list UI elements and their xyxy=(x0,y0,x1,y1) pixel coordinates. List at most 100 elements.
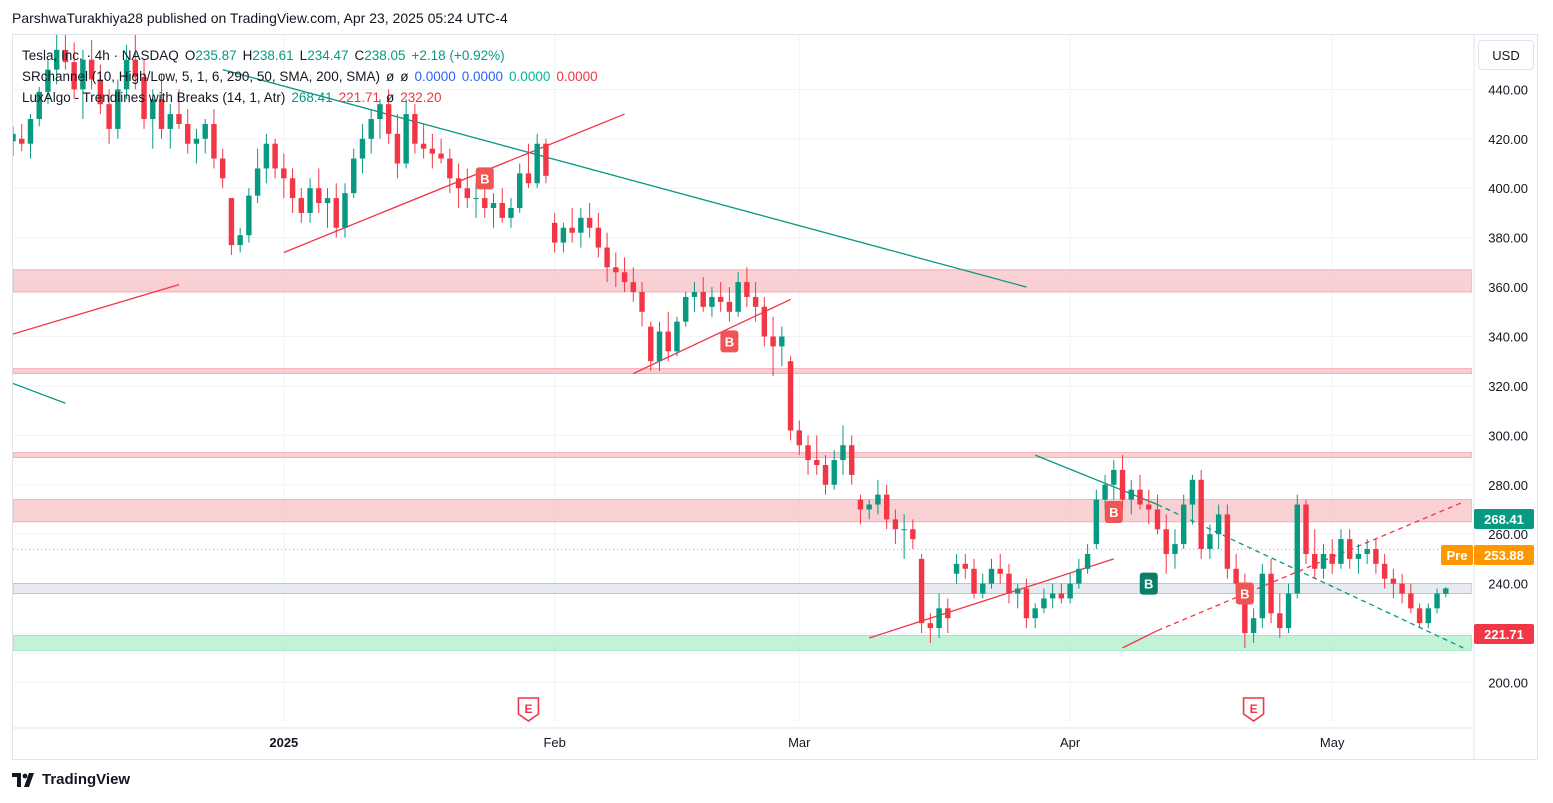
candle-body xyxy=(1111,469,1117,485)
pre-market-price-tag: 253.88 xyxy=(1474,545,1534,565)
indicator-luxalgo-name[interactable]: LuxAlgo - Trendlines with Breaks (14, 1,… xyxy=(22,90,286,105)
candle-body xyxy=(1076,568,1082,584)
candle-body xyxy=(805,445,811,461)
low-label: L xyxy=(299,48,308,63)
trendline-support xyxy=(283,113,625,254)
trendline-support xyxy=(868,558,1115,639)
open-value: 235.87 xyxy=(195,48,237,63)
candle-body xyxy=(1128,489,1134,500)
candle-body xyxy=(1006,573,1012,594)
candle-body xyxy=(551,222,558,243)
candle-body xyxy=(560,227,567,243)
candle-body xyxy=(639,292,645,312)
candle-body xyxy=(691,292,698,297)
sr-zone-resistance xyxy=(13,452,1472,458)
candle-body xyxy=(193,138,200,144)
candle-body xyxy=(717,296,724,302)
candle-body xyxy=(971,568,977,594)
candle-body xyxy=(1250,618,1257,634)
close-value: 238.05 xyxy=(364,48,406,63)
candle-body xyxy=(482,198,488,208)
break-marker-label: B xyxy=(1109,505,1118,520)
candle-body xyxy=(185,123,191,144)
indicator-srchannel-v1: 0.0000 xyxy=(414,69,456,84)
indicator-luxalgo-v3: 232.20 xyxy=(400,90,442,105)
candle-body xyxy=(45,69,51,92)
indicator-luxalgo-v1: 268.41 xyxy=(291,90,333,105)
candle-body xyxy=(1137,489,1143,505)
candle-body xyxy=(1049,593,1056,599)
candle-body xyxy=(761,306,768,337)
candle-body xyxy=(1268,573,1274,614)
indicator-srchannel-name[interactable]: SRchannel (10, High/Low, 5, 1, 6, 290, 5… xyxy=(22,69,380,84)
trendline-resistance xyxy=(222,68,1027,288)
candle-body xyxy=(464,188,471,199)
candle-body xyxy=(787,361,794,431)
candle-body xyxy=(263,143,270,169)
trendline-support xyxy=(1157,501,1464,632)
break-marker-up xyxy=(1139,572,1158,595)
tradingview-logo[interactable]: TradingView xyxy=(12,771,130,788)
trendline-resistance xyxy=(1157,503,1464,649)
candle-body xyxy=(412,114,418,144)
y-tick-label: 380.00 xyxy=(1488,231,1528,246)
price-tag-upper: 268.41 xyxy=(1474,509,1534,529)
candle-body xyxy=(13,133,16,142)
earnings-marker-label: E xyxy=(1250,702,1258,716)
legend: Tesla, Inc. · 4h · NASDAQ O235.87 H238.6… xyxy=(22,45,598,108)
legend-row-luxalgo: LuxAlgo - Trendlines with Breaks (14, 1,… xyxy=(22,87,598,108)
candle-body xyxy=(1041,598,1047,609)
candle-body xyxy=(630,282,637,293)
indicator-srchannel-sym2: ø xyxy=(400,69,409,84)
candle-body xyxy=(1294,504,1300,594)
currency-button[interactable]: USD xyxy=(1478,40,1534,70)
publisher-line: ParshwaTurakhiya28 published on TradingV… xyxy=(12,10,508,26)
plot-area: B B B B B xyxy=(13,35,1472,651)
x-tick-label: Mar xyxy=(788,735,811,750)
candle-body xyxy=(289,178,296,199)
y-tick-label: 240.00 xyxy=(1488,577,1528,592)
candle-body xyxy=(1084,553,1091,569)
break-marker-down xyxy=(1104,500,1123,523)
candle-body xyxy=(814,460,820,465)
candle-body xyxy=(1364,549,1370,554)
candle-body xyxy=(1242,583,1248,634)
candle-body xyxy=(377,104,383,120)
candle-body xyxy=(420,143,427,149)
candle-body xyxy=(665,331,671,352)
break-marker-down xyxy=(1235,582,1254,605)
candle-body xyxy=(1355,553,1362,559)
candle-body xyxy=(447,158,453,179)
candle-body xyxy=(490,203,497,208)
indicator-srchannel-v2: 0.0000 xyxy=(461,69,504,84)
open-label: O xyxy=(184,48,196,63)
change-value: +2.18 (+0.92%) xyxy=(411,48,505,63)
x-tick-label: 2025 xyxy=(269,735,298,750)
candle-body xyxy=(822,464,829,485)
y-tick-label: 260.00 xyxy=(1488,527,1528,542)
trendline-resistance xyxy=(1034,454,1158,506)
x-tick-label: Apr xyxy=(1060,735,1081,750)
symbol-name[interactable]: Tesla, Inc. · 4h · NASDAQ xyxy=(22,48,179,63)
indicator-srchannel-v4: 0.0000 xyxy=(556,69,598,84)
candle-body xyxy=(438,153,444,159)
candle-body xyxy=(158,99,165,129)
candle-body xyxy=(455,178,462,189)
high-value: 238.61 xyxy=(252,48,294,63)
candle-body xyxy=(892,519,899,530)
candle-body xyxy=(988,568,995,584)
candle-body xyxy=(1285,593,1292,629)
candle-body xyxy=(962,563,968,569)
candle-body xyxy=(980,583,986,594)
earnings-marker-icon xyxy=(517,697,540,722)
candle-body xyxy=(62,49,69,63)
candle-body xyxy=(1014,588,1021,594)
candle-body xyxy=(1338,539,1344,564)
candle-body xyxy=(1119,469,1126,500)
candle-body xyxy=(1058,593,1065,599)
candle-body xyxy=(1425,608,1432,624)
candle-body xyxy=(281,168,287,179)
candle-body xyxy=(1224,514,1231,569)
indicator-luxalgo-v2: 221.71 xyxy=(338,90,380,105)
